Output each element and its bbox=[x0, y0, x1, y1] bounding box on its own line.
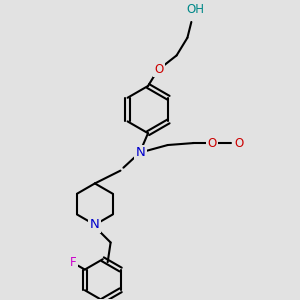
Text: N: N bbox=[135, 146, 145, 159]
Text: OH: OH bbox=[186, 3, 204, 16]
Text: F: F bbox=[70, 256, 76, 269]
Text: O: O bbox=[234, 136, 243, 150]
Text: O: O bbox=[154, 63, 164, 76]
Text: O: O bbox=[207, 136, 217, 150]
Text: N: N bbox=[90, 218, 100, 231]
